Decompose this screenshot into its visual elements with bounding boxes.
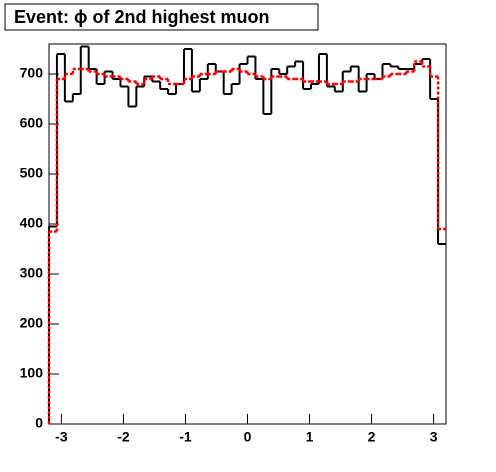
y-tick-label: 0 [35,415,43,431]
y-tick-label: 400 [20,215,44,231]
x-tick-label: -2 [117,429,130,445]
title-box [4,3,319,31]
y-tick-label: 300 [20,265,44,281]
x-tick-label: -1 [179,429,192,445]
y-tick-label: 500 [20,165,44,181]
x-tick-label: 2 [368,429,376,445]
plot-frame [48,43,447,425]
y-tick-label: 700 [20,65,44,81]
chart-title: Event: ϕ of 2nd highest muon [14,7,270,27]
x-tick-label: 0 [244,429,252,445]
x-tick-label: -3 [55,429,68,445]
y-tick-label: 200 [20,315,44,331]
x-tick-label: 1 [306,429,314,445]
x-tick-label: 3 [430,429,438,445]
y-tick-label: 600 [20,115,44,131]
y-tick-label: 100 [20,365,44,381]
